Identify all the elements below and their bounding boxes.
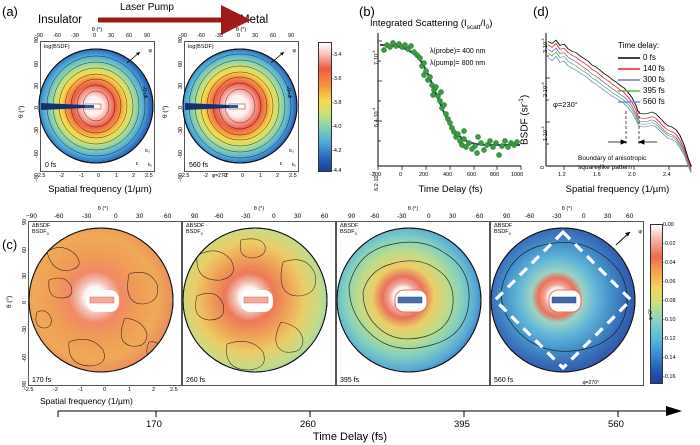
laser-pump-arrow-icon — [98, 5, 251, 35]
panel-a-ylabel-2: θ (°) — [162, 105, 169, 118]
panel-c-map-560fs[interactable]: ΔBSDF BSDF0 560 fs φ φ=270° — [490, 221, 644, 386]
phi-symbol-2: φ — [292, 48, 296, 54]
panel-a-map1-time: 0 fs — [45, 162, 57, 169]
phi-zero-label-2: φ=0° — [286, 85, 293, 98]
panel-c-map4-inside-label: ΔBSDF BSDF0 — [494, 223, 513, 236]
panel-a-map2-x-ticks: -2.5 -2 -1 0 1 2 2.5 — [180, 173, 297, 179]
corner-annotation-e0-2: ε — [279, 161, 282, 167]
metal-label: Metal — [240, 14, 269, 26]
time-delay-tick-labels: 170 260 395 560 — [146, 419, 624, 430]
legend-item[interactable]: 300 fs — [618, 74, 698, 85]
panel-c-top-axis-label-4: θ (°) — [561, 206, 573, 212]
panel-a-map2-theta-ticks: -90 -60 -30 0 30 60 90 — [179, 33, 295, 39]
corner-annotation-k0-2: k₀ — [291, 162, 296, 167]
panel-a-ylabel: θ (°) — [18, 105, 25, 118]
legend-line-icon — [618, 100, 640, 103]
panel-c-map3-time: 395 fs — [340, 377, 360, 384]
panel-d-label: (d) — [533, 4, 549, 19]
panel-b-pump-annotation: λ(pump)= 800 nm — [430, 60, 486, 67]
panel-a-map-560fs[interactable]: log(BSDF) 560 fs φ φ=0° E₀ ε k₀ — [182, 41, 299, 172]
phi-270-label-c: φ=270° — [582, 380, 599, 386]
panel-b-y-ticks: 7·10-4 6.4·10-4 6.2·10-4 — [371, 50, 380, 191]
panel-d-y-ticks: 3·10-4 2·10-4 1·10-4 0 — [540, 38, 549, 169]
panel-b-title: Integrated Scattering (Iscatt/I0) — [370, 18, 493, 31]
phi-arrow-icon-2 — [270, 51, 285, 64]
legend-item[interactable]: 395 fs — [618, 85, 698, 96]
panel-a-top-axis-label: θ (°) — [91, 27, 103, 33]
phi-symbol-c: φ — [638, 229, 642, 235]
phi-arrow-icon — [126, 51, 141, 64]
corner-annotation-eps-2: E₀ — [289, 148, 294, 153]
panel-d-x-ticks: 1.2 1.6 2.0 2.4 — [558, 172, 671, 178]
panel-d-legend: Time delay: 0 fs 140 fs 300 fs 395 fs 56… — [618, 41, 698, 107]
panel-a-label: (a) — [2, 4, 18, 19]
panel-a-top-axis-label-2: θ (°) — [235, 27, 247, 33]
phi-arrow-icon-c — [615, 231, 631, 246]
panel-d-boundary-note-1: Boundary of anisotropic — [578, 155, 647, 162]
insulator-label: Insulator — [38, 14, 83, 26]
panel-a-xlabel: Spatial frequency (1/µm) — [48, 184, 152, 195]
panel-d-phi-annotation: φ=230° — [553, 100, 578, 109]
panel-d-ylabel: BSDF (sr-1) — [518, 94, 531, 145]
panel-c-map1-inside-label: ΔBSDF BSDF0 — [32, 223, 51, 236]
panel-c-map1-time: 170 fs — [32, 377, 52, 384]
panel-b-x-ticks: -200 0 200 400 600 800 1000 — [370, 172, 524, 178]
time-delay-axis-label: Time Delay (fs) — [312, 431, 388, 443]
panel-a-colorbar-ticks: -3.4 -3.6 -3.8 -4.0 -4.2 -4.4 — [332, 52, 342, 174]
panel-a-map2-inside-label: log(BSDF) — [188, 44, 214, 50]
panel-b-xlabel: Time Delay (fs) — [418, 184, 483, 195]
legend-item[interactable]: 560 fs — [618, 96, 698, 107]
panel-d-boundary-note-2: square-like pattern — [578, 164, 632, 171]
panel-a-map1-x-ticks: -2.5 -2 -1 0 1 2 2.5 — [36, 173, 153, 179]
panel-b-plot[interactable] — [377, 33, 523, 178]
panel-c-map-170fs[interactable]: ΔBSDF BSDF0 170 fs — [28, 221, 182, 386]
panel-c-map-260fs[interactable]: ΔBSDF BSDF0 260 fs — [182, 221, 336, 386]
panel-c-colorbar[interactable] — [650, 224, 663, 384]
panel-c-theta-ticks: −90 -60 -30 0 30 60 90 -60 -30 0 30 60 9… — [26, 213, 634, 220]
time-delay-axis — [57, 406, 682, 417]
laser-pump-label: Laser Pump — [120, 2, 174, 13]
panel-c-colorbar-phi-label: φ=0° — [648, 309, 654, 320]
legend-item[interactable]: 140 fs — [618, 63, 698, 74]
panel-c-map4-time: 560 fs — [494, 377, 514, 384]
legend-line-icon — [618, 67, 640, 70]
panel-c-label: (c) — [2, 237, 18, 252]
legend-line-icon — [618, 89, 640, 92]
corner-annotation-e0: ε — [135, 161, 138, 167]
phi-symbol: φ — [148, 48, 152, 54]
corner-annotation-k0: k₀ — [147, 162, 152, 167]
corner-annotation-eps: E₀ — [145, 148, 150, 153]
phi-zero-label: φ=0° — [142, 85, 149, 98]
panel-c-map3-inside-label: ΔBSDF BSDF0 — [340, 223, 359, 236]
panel-c-map2-time: 260 fs — [186, 377, 206, 384]
panel-d-xlabel: Spatial frequency (1/µm) — [565, 184, 670, 195]
panel-c-map-395fs[interactable]: ΔBSDF BSDF0 395 fs — [336, 221, 490, 386]
legend-title: Time delay: — [618, 41, 660, 50]
panel-c-top-axis-label-1: θ (°) — [97, 206, 109, 212]
panel-c-xlabel: Spatial frequency (1/µm) — [40, 396, 133, 406]
panel-c-x-ticks: -2.5 -2 -1 0 1 2 2.5 — [24, 387, 178, 393]
panel-a-colorbar[interactable] — [318, 42, 332, 172]
panel-c-top-axis-label-2: θ (°) — [253, 206, 265, 212]
panel-b-probe-annotation: λ(probe)= 400 nm — [430, 48, 486, 55]
panel-a-map1-inside-label: log(BSDF) — [44, 44, 70, 50]
panel-c-ylabel: θ (°) — [6, 295, 13, 308]
panel-c-top-axis-label-3: θ (°) — [407, 206, 419, 212]
panel-a-map2-time: 560 fs — [189, 162, 209, 169]
legend-line-icon — [618, 56, 640, 59]
panel-c-map2-inside-label: ΔBSDF BSDF0 — [186, 223, 205, 236]
panel-b-label: (b) — [359, 4, 375, 19]
panel-a-map-0fs[interactable]: log(BSDF) 0 fs φ φ=0° E₀ ε k₀ — [38, 41, 155, 172]
panel-c-colorbar-ticks: 0.00 -0.02 -0.04 -0.06 -0.08 -0.10 -0.12… — [663, 222, 676, 380]
legend-line-icon — [618, 78, 640, 81]
panel-a-map1-theta-ticks: -90 -60 -30 0 30 60 90 — [35, 33, 151, 39]
legend-item[interactable]: 0 fs — [618, 52, 698, 63]
phi-270-label: φ=270° — [212, 173, 229, 179]
